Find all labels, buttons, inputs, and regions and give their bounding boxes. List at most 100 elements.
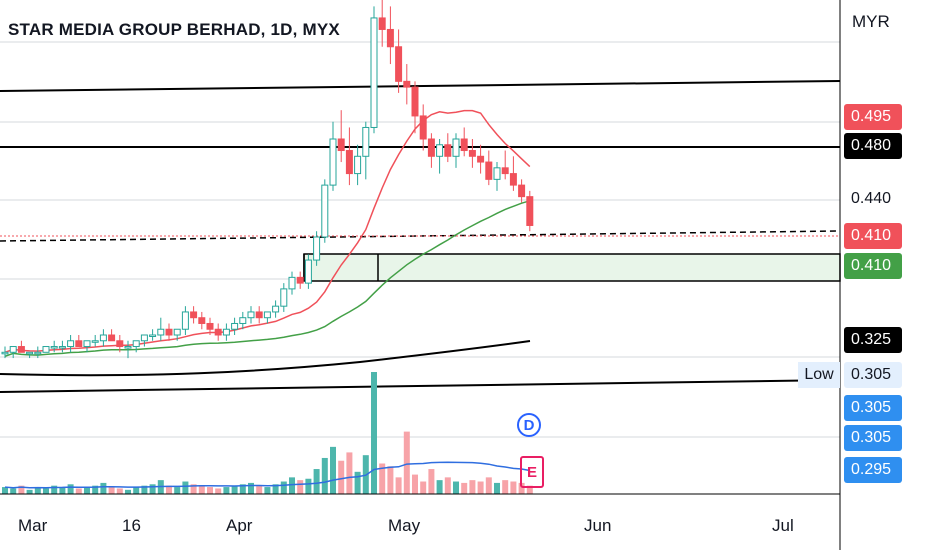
volume-bar (428, 469, 435, 494)
dividend-event-icon[interactable]: D (517, 413, 541, 437)
x-tick-label: Jul (772, 516, 794, 535)
volume-bar (403, 431, 410, 494)
candle-body (419, 115, 427, 140)
candle-body (501, 167, 509, 175)
candle-body (239, 317, 247, 324)
volume-bar (190, 484, 197, 494)
candle-body (395, 46, 403, 82)
volume-bar (321, 457, 328, 494)
candle-body (477, 155, 485, 163)
candle-body (378, 17, 386, 30)
volume-bar (280, 481, 287, 494)
price-badge-last-price: 0.410 (844, 223, 902, 249)
volume-bar (198, 485, 205, 494)
volume-bar (453, 481, 459, 494)
volume-bars (2, 372, 533, 494)
axes-frame (0, 0, 841, 550)
volume-bar (2, 487, 8, 494)
volume-bar (412, 474, 418, 494)
x-tick-label: 16 (122, 516, 141, 535)
volume-bar (67, 484, 74, 494)
candle-body (403, 80, 411, 88)
volume-bar (494, 482, 500, 494)
volume-bar (248, 482, 254, 494)
candle-body (321, 184, 329, 238)
price-badge-volume-3: 0.295 (844, 457, 902, 483)
candle-body (124, 346, 132, 349)
candle-body (436, 144, 444, 157)
volume-bar (92, 485, 99, 494)
candle-body (214, 328, 222, 336)
drawn-trendlines[interactable] (0, 80, 841, 393)
support-trendline (0, 379, 841, 393)
volume-bar (420, 481, 427, 494)
candle-body (329, 138, 337, 186)
candle-body (108, 334, 116, 342)
price-badge-axis-tick: 0.440 (851, 190, 892, 207)
volume-bar (485, 477, 492, 494)
candle-body (288, 276, 296, 290)
volume-bar (444, 477, 451, 494)
candle-body (50, 346, 58, 349)
long-trendline (0, 340, 531, 377)
candle-body (157, 328, 165, 336)
volume-bar (166, 485, 172, 494)
candle-body (165, 328, 173, 336)
volume-bar (223, 487, 230, 494)
volume-bar (338, 460, 345, 494)
candle-body (354, 155, 362, 175)
candle-body (304, 259, 312, 284)
volume-bar (75, 488, 82, 494)
candle-body (198, 317, 206, 324)
volume-bar (59, 487, 66, 494)
candle-body (1, 351, 9, 355)
candle-body (386, 28, 394, 48)
volume-bar (526, 485, 533, 494)
candle-body (518, 184, 526, 198)
price-badge-trendline: 0.325 (844, 327, 902, 353)
volume-bar (461, 482, 468, 494)
demand-zone[interactable] (303, 253, 841, 282)
x-tick-label: Mar (18, 516, 48, 535)
earnings-event-icon[interactable]: E (520, 456, 544, 488)
volume-bar (502, 480, 509, 494)
candle-body (91, 340, 99, 343)
volume-bar (518, 482, 525, 494)
x-tick-label: Apr (226, 516, 253, 535)
volume-bar (436, 480, 443, 494)
volume-bar (84, 487, 90, 494)
price-badge-moving-average-long: 0.410 (844, 253, 902, 279)
volume-bar (264, 487, 271, 494)
candle-body (181, 311, 189, 330)
candle-body (485, 161, 493, 180)
candle-body (26, 351, 34, 355)
candle-body (370, 17, 378, 128)
candle-body (493, 167, 501, 180)
candle-body (140, 334, 148, 342)
candle-body (17, 346, 25, 353)
volume-bar (469, 480, 476, 494)
upper-trendline (0, 80, 841, 92)
volume-bar (34, 487, 41, 494)
candle-body (345, 150, 353, 175)
candle-body (427, 138, 435, 157)
volume-bar (100, 482, 107, 494)
low-label: Low (798, 362, 840, 388)
candle-body (222, 328, 230, 336)
volume-bar (330, 446, 336, 494)
x-tick-label: Jun (584, 516, 612, 535)
candle-body (206, 322, 214, 330)
volume-bar (125, 489, 131, 494)
volume-bar (395, 477, 402, 494)
volume-bar (313, 469, 320, 494)
price-badge-volume-2: 0.305 (844, 425, 902, 451)
candle-body (83, 340, 91, 348)
candle-body (280, 288, 288, 307)
volume-bar (182, 481, 189, 494)
volume-bar (289, 477, 295, 494)
volume-bar (141, 485, 148, 494)
volume-bar (297, 480, 304, 494)
candle-body (362, 126, 370, 157)
candlesticks (1, 0, 534, 359)
